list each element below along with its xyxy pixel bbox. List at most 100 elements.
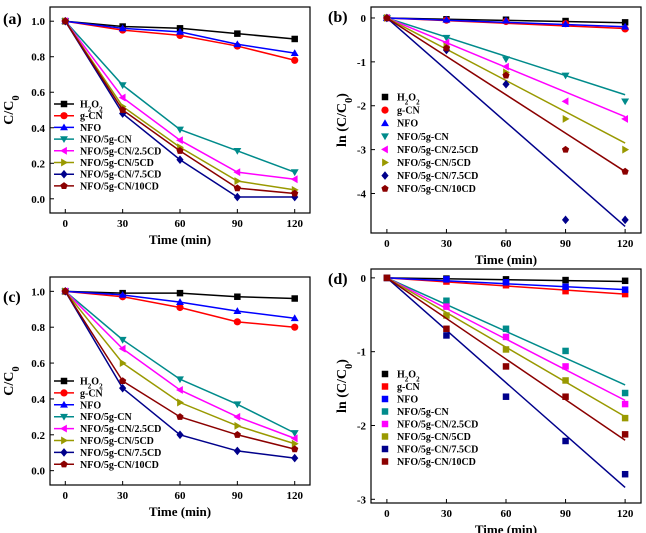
data-point xyxy=(176,126,184,134)
data-point xyxy=(502,71,510,79)
data-point xyxy=(291,323,299,331)
legend-marker xyxy=(60,424,67,433)
data-point xyxy=(118,344,126,353)
series-nfo-5g-cn-7-5cd xyxy=(383,274,629,489)
legend-marker xyxy=(60,377,68,385)
data-point xyxy=(61,17,69,25)
legend-item: NFO xyxy=(381,395,418,406)
legend-marker xyxy=(381,370,389,378)
data-point xyxy=(383,274,391,282)
data-point xyxy=(290,430,299,437)
data-point xyxy=(176,303,184,312)
legend-label: NFO/5g-CN/7.5CD xyxy=(80,170,161,181)
legend-item: g-CN xyxy=(381,382,421,393)
legend-item: NFO/5g-CN/10CD xyxy=(381,184,476,195)
data-point xyxy=(118,290,127,298)
legend: H2O2g-CNNFONFO/5g-CNNFO/5g-CN/2.5CDNFO/5… xyxy=(54,100,161,192)
legend-label: NFO/5g-CN/7.5CD xyxy=(80,448,161,459)
legend-label: H2O2 xyxy=(397,93,420,107)
legend-marker xyxy=(60,448,68,457)
data-point xyxy=(383,14,391,22)
x-tick-label: 90 xyxy=(560,238,572,250)
legend-item: H2O2 xyxy=(381,93,420,107)
x-axis-label: Time (min) xyxy=(475,252,537,267)
y-tick-label: -2 xyxy=(357,101,367,113)
legend-label: g-CN xyxy=(397,382,421,393)
data-point xyxy=(176,298,184,305)
legend-item: H2O2 xyxy=(54,377,103,391)
data-point xyxy=(621,414,629,422)
data-point xyxy=(621,286,629,293)
legend-marker xyxy=(381,145,388,154)
legend-marker xyxy=(381,383,389,390)
legend-label: NFO/5g-CN/7.5CD xyxy=(397,445,478,456)
data-point xyxy=(119,383,127,393)
data-point xyxy=(290,434,298,443)
data-point xyxy=(233,192,241,202)
panel-label: (b) xyxy=(328,9,348,26)
legend-item: NFO/5g-CN xyxy=(381,132,449,143)
x-tick-label: 90 xyxy=(232,490,244,502)
x-axis-label: Time (min) xyxy=(149,232,211,247)
data-point xyxy=(234,293,241,300)
legend-item: NFO/5g-CN/5CD xyxy=(54,436,154,447)
legend-label: g-CN xyxy=(397,106,421,117)
legend-marker xyxy=(60,112,68,120)
data-point xyxy=(291,35,298,43)
data-point xyxy=(291,445,299,453)
data-point xyxy=(119,106,127,114)
data-point xyxy=(234,177,242,185)
legend-marker xyxy=(381,408,389,415)
legend-marker xyxy=(60,146,67,155)
data-point xyxy=(561,72,570,80)
legend-marker xyxy=(381,395,389,403)
data-point xyxy=(176,147,184,154)
data-point xyxy=(562,347,569,355)
legend-marker xyxy=(60,136,68,144)
y-axis-label: ln (C/C0) xyxy=(335,93,355,147)
legend: H2O2g-CNNFONFO/5g-CNNFO/5g-CN/2.5CDNFO/5… xyxy=(54,377,161,471)
y-axis-label: ln (C/C0) xyxy=(335,359,355,413)
legend-marker xyxy=(382,158,389,167)
data-point xyxy=(621,22,630,30)
legend-marker xyxy=(61,436,68,445)
legend-label: NFO/5g-CN/10CD xyxy=(80,460,159,471)
y-axis-label: C/C0 xyxy=(2,95,22,124)
data-point xyxy=(561,97,569,106)
data-point xyxy=(622,145,630,154)
fit-line xyxy=(386,277,626,489)
data-point xyxy=(561,145,570,153)
legend-item: NFO/5g-CN/7.5CD xyxy=(54,170,161,181)
data-point xyxy=(118,93,126,102)
data-point xyxy=(177,398,184,407)
legend-item: H2O2 xyxy=(381,370,420,384)
y-tick-label: 0.6 xyxy=(31,87,45,99)
x-tick-label: 60 xyxy=(501,238,513,250)
x-tick-label: 0 xyxy=(63,218,69,230)
legend-label: g-CN xyxy=(80,388,104,399)
data-point xyxy=(621,114,628,123)
legend-item: NFO/5g-CN/2.5CD xyxy=(54,146,161,157)
panel-a: 0 30 60 90 120 0.0 0.2 0.4 0.6 0.8 1.0 Time (min) C/… xyxy=(2,6,311,247)
legend-item: NFO/5g-CN/5CD xyxy=(382,158,471,169)
legend-item: H2O2 xyxy=(54,100,103,114)
panel-label: (c) xyxy=(3,289,21,306)
y-tick-label: 0.4 xyxy=(31,123,45,135)
y-tick-label: 0.0 xyxy=(31,466,45,478)
data-point xyxy=(621,19,629,26)
legend-item: NFO/5g-CN/7.5CD xyxy=(381,171,478,182)
legend-label: H2O2 xyxy=(397,370,420,384)
legend-item: NFO xyxy=(54,123,101,134)
x-tick-label: 60 xyxy=(175,490,187,502)
series-nfo-5g-cn-10cd xyxy=(61,287,299,453)
x-tick-label: 120 xyxy=(617,238,634,250)
y-tick-label: -1 xyxy=(357,57,366,69)
x-tick-label: 30 xyxy=(117,218,129,230)
data-point xyxy=(291,439,299,448)
x-tick-label: 0 xyxy=(63,490,69,502)
data-point xyxy=(502,79,510,89)
data-point xyxy=(502,62,509,71)
y-tick-label: 0.0 xyxy=(31,194,45,206)
data-point xyxy=(621,167,629,175)
